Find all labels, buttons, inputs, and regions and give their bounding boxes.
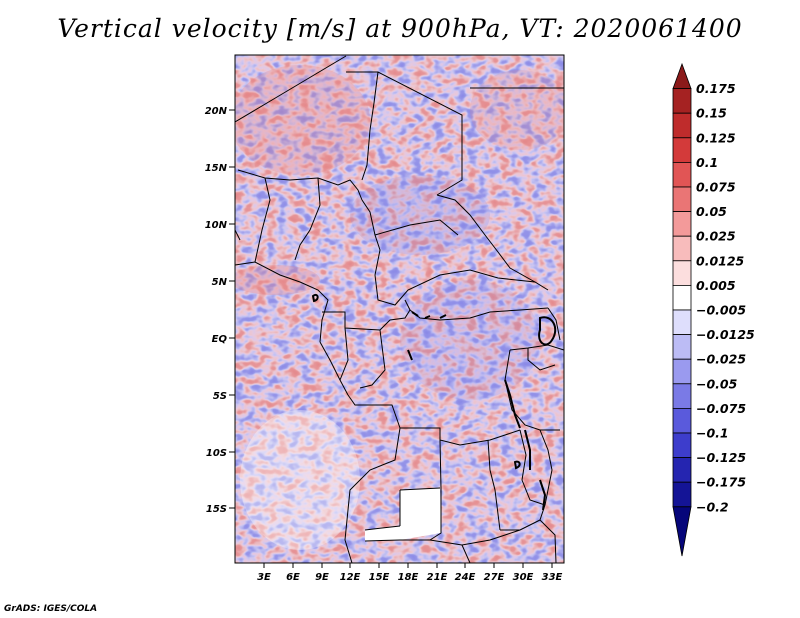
lon-label: 21E [427,572,448,583]
masked-region [365,488,441,541]
colorbar-swatch [672,112,692,139]
colorbar-swatch [672,211,692,237]
map-frame [234,54,565,564]
colorbar-label: 0.005 [696,278,736,293]
colorbar-swatch [672,88,692,114]
colorbar-swatch [672,334,692,360]
velocity-field [235,55,564,563]
colorbar-swatch [672,137,692,163]
lon-label: 6E [286,572,300,583]
colorbar-swatch [672,161,692,188]
colorbar-swatch [672,383,692,409]
country-borders [235,55,564,563]
colorbar-swatch [672,284,692,311]
colorbar-label: −0.1 [696,426,729,441]
colorbar-swatch [672,309,692,336]
colorbar-label: −0.05 [696,376,738,391]
lat-label: 5S [213,391,227,402]
lon-label: 18E [398,572,419,583]
colorbar-label: 0.15 [696,106,727,121]
lakes [311,293,557,511]
colorbar-swatch [672,186,692,213]
colorbar-label: 0.175 [696,81,736,96]
lon-label: 12E [340,572,361,583]
colorbar-label: −0.2 [696,499,729,514]
colorbar-swatch [672,235,692,262]
colorbar: 0.175 0.15 0.125 0.1 0.075 0.05 0.025 0.0125 0.0… [672,62,755,557]
colorbar-label: 0.0125 [696,253,745,268]
colorbar-label: −0.0125 [696,327,755,342]
colorbar-swatch [672,358,692,385]
lon-label: 15E [369,572,390,583]
colorbar-label: −0.025 [696,352,746,367]
colorbar-swatch [672,260,692,286]
colorbar-swatch [672,457,692,483]
lat-label: 5N [212,277,228,288]
colorbar-label: 0.025 [696,229,736,244]
colorbar-label: 0.1 [696,155,718,170]
lon-label: 30E [513,572,534,583]
lon-label: 3E [257,572,271,583]
colorbar-swatch [672,62,692,89]
lat-label: EQ [212,334,228,345]
colorbar-swatch [672,481,692,508]
lat-axis: 20N 15N 10N 5N EQ 5S 10S 15S [205,106,235,515]
colorbar-label: −0.005 [696,303,746,318]
colorbar-label: 0.125 [696,130,736,145]
grads-credit: GrADS: IGES/COLA [4,604,98,614]
colorbar-swatch [672,407,692,434]
lon-label: 24E [455,572,476,583]
lon-label: 9E [315,572,329,583]
map-title: Vertical velocity [m/s] at 900hPa, VT: 2… [57,14,743,43]
colorbar-swatch [672,506,692,557]
colorbar-label: −0.175 [696,475,746,490]
lat-label: 10S [206,448,227,459]
colorbar-label: −0.075 [696,401,746,416]
lon-label: 33E [542,572,563,583]
colorbar-label: 0.05 [696,204,727,219]
lon-axis: 3E 6E 9E 12E 15E 18E 21E 24E 27E 30E 33E [257,563,563,583]
lat-label: 20N [205,106,228,117]
colorbar-swatch [672,432,692,459]
lat-label: 10N [205,220,228,231]
lon-label: 27E [484,572,505,583]
colorbar-label: −0.125 [696,450,746,465]
lat-label: 15S [206,504,227,515]
colorbar-label: 0.075 [696,180,736,195]
lat-label: 15N [205,163,228,174]
